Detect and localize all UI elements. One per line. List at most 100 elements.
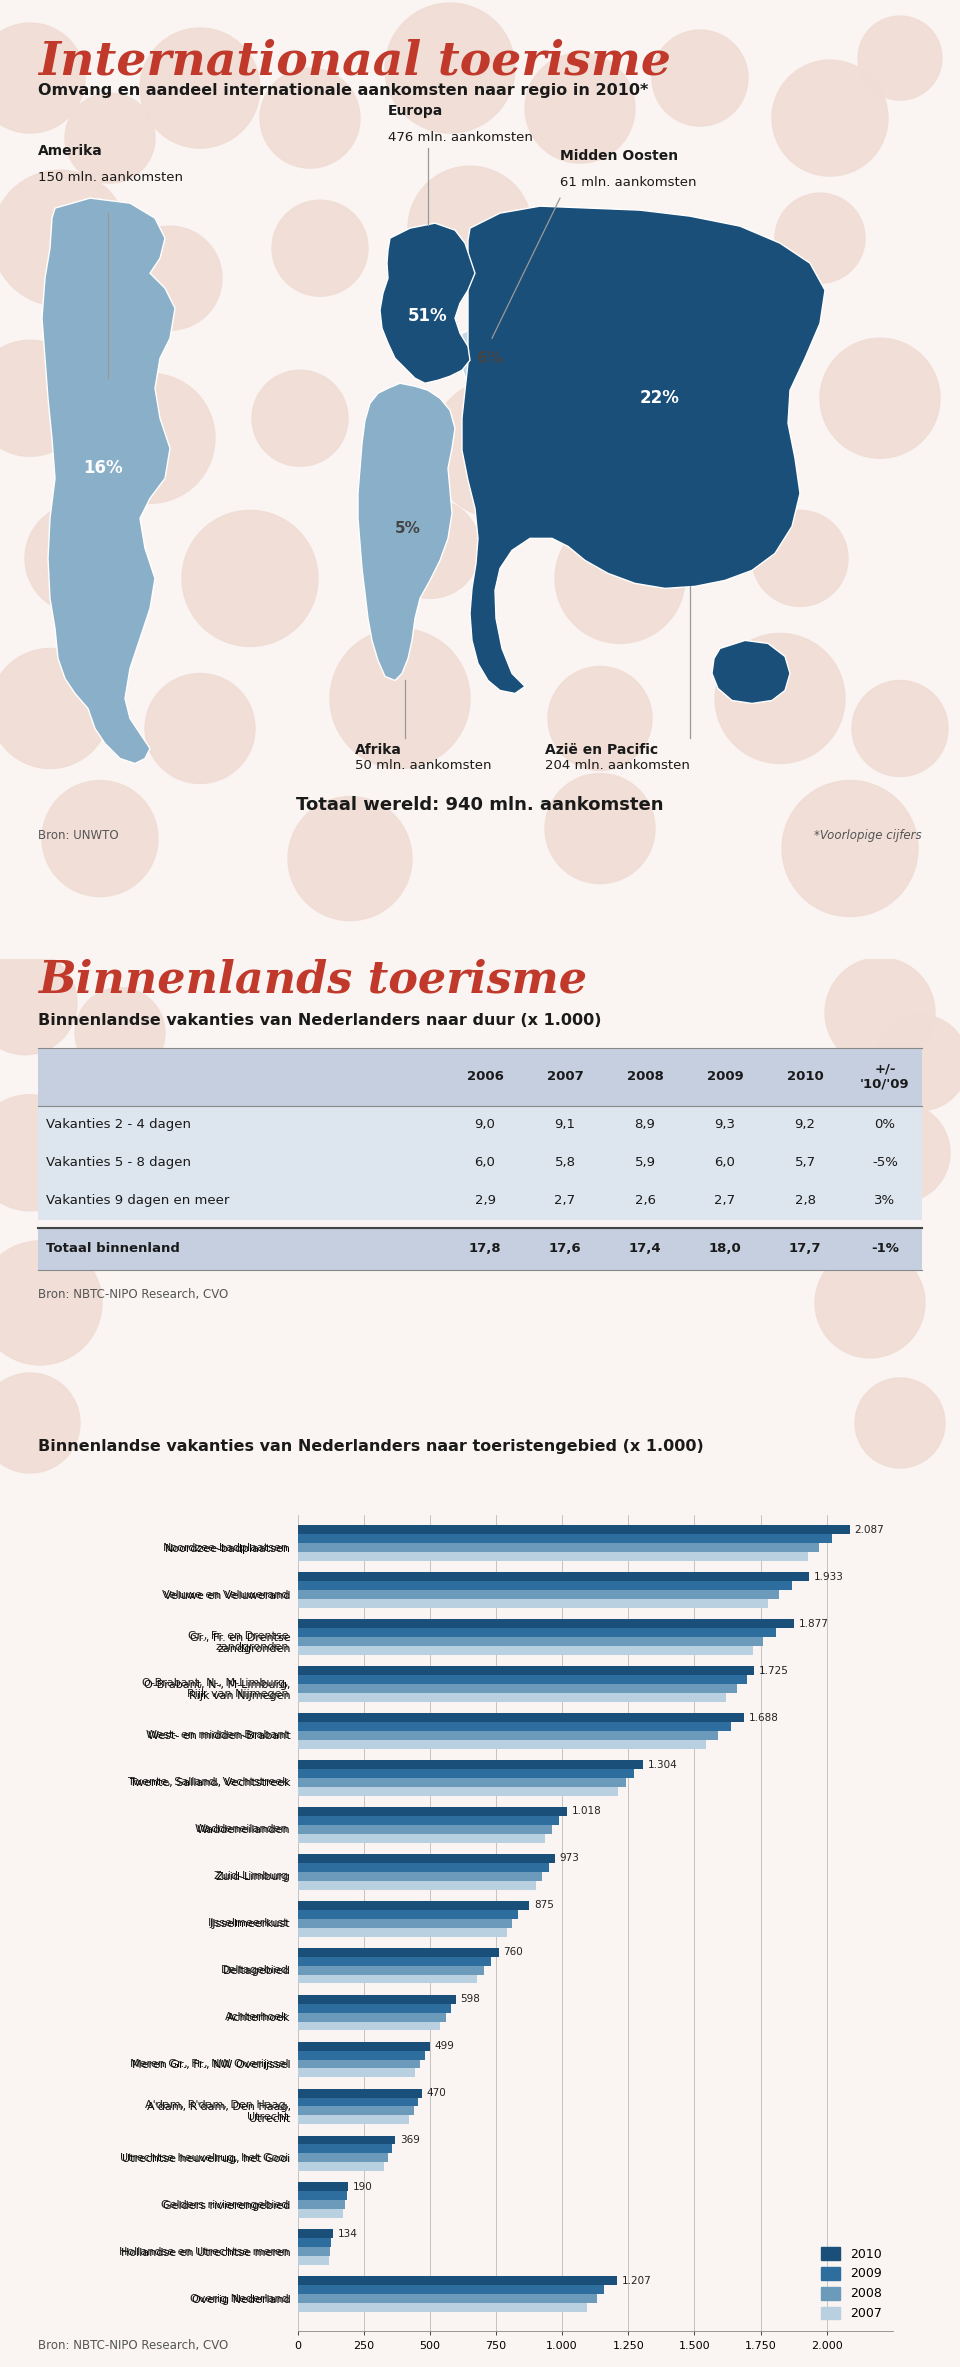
Text: Gr., Fr. en Drentse
zandgronden: Gr., Fr. en Drentse zandgronden	[188, 1631, 289, 1652]
Polygon shape	[42, 199, 175, 765]
Bar	[298, 2088, 422, 2097]
Circle shape	[272, 201, 368, 296]
Circle shape	[0, 1096, 88, 1212]
Bar	[298, 1825, 552, 1834]
Circle shape	[380, 499, 480, 599]
Bar	[298, 1882, 536, 1889]
Bar	[298, 2277, 617, 2284]
Bar	[298, 1920, 512, 1927]
Bar	[298, 1553, 808, 1562]
Circle shape	[118, 227, 222, 331]
Circle shape	[858, 17, 942, 99]
Text: Vakanties 5 - 8 dagen: Vakanties 5 - 8 dagen	[46, 1157, 191, 1169]
Bar	[298, 1927, 507, 1936]
Text: 17,7: 17,7	[789, 1243, 821, 1255]
Circle shape	[145, 675, 255, 783]
Text: 1.207: 1.207	[622, 2275, 652, 2287]
Bar	[298, 1761, 642, 1768]
Bar	[298, 1628, 777, 1638]
Circle shape	[548, 667, 652, 772]
Text: Meren Gr., Fr., NW Overijssel: Meren Gr., Fr., NW Overijssel	[130, 2059, 289, 2069]
Bar	[298, 1534, 832, 1543]
Bar	[298, 2069, 416, 2078]
Bar	[298, 1778, 626, 1787]
Bar	[298, 1619, 794, 1628]
Text: 5,7: 5,7	[795, 1157, 816, 1169]
Circle shape	[595, 213, 705, 324]
Text: 51%: 51%	[408, 308, 447, 324]
Text: Internationaal toerisme: Internationaal toerisme	[38, 38, 671, 83]
Circle shape	[872, 1015, 960, 1110]
Bar	[298, 1872, 542, 1882]
Text: Vakanties 9 dagen en meer: Vakanties 9 dagen en meer	[46, 1195, 229, 1207]
Circle shape	[825, 959, 935, 1068]
Text: Europa: Europa	[388, 104, 444, 118]
Bar	[298, 2135, 396, 2145]
Text: 17,8: 17,8	[468, 1243, 501, 1255]
Bar	[298, 2012, 445, 2021]
Bar	[298, 1853, 555, 1863]
Text: Achterhoek: Achterhoek	[226, 2012, 289, 2021]
Polygon shape	[462, 206, 825, 694]
Text: O-Brabant, N-, M-Limburg,
Rijk van Nijmegen: O-Brabant, N-, M-Limburg, Rijk van Nijme…	[142, 1678, 289, 1700]
Circle shape	[0, 952, 77, 1056]
Bar	[298, 2201, 345, 2208]
Text: 2,6: 2,6	[635, 1195, 656, 1207]
Bar	[298, 1958, 491, 1965]
Text: 1.018: 1.018	[571, 1806, 601, 1815]
Text: 1.877: 1.877	[799, 1619, 828, 1628]
Circle shape	[408, 166, 532, 291]
Bar	[298, 1974, 477, 1984]
Text: 5,9: 5,9	[635, 1157, 656, 1169]
Bar	[298, 1591, 780, 1600]
Text: 2007: 2007	[546, 1070, 584, 1084]
Text: 17,6: 17,6	[549, 1243, 582, 1255]
Text: 16%: 16%	[84, 459, 123, 478]
Circle shape	[252, 369, 348, 466]
Text: 2.087: 2.087	[854, 1524, 884, 1534]
Bar	[298, 1524, 850, 1534]
Text: 204 mln. aankomsten: 204 mln. aankomsten	[545, 757, 690, 772]
Polygon shape	[712, 641, 790, 703]
Bar	[38, 1105, 922, 1143]
Text: Binnenlands toerisme: Binnenlands toerisme	[38, 959, 588, 1001]
Bar	[298, 2192, 347, 2201]
Text: 17,4: 17,4	[629, 1243, 661, 1255]
Text: Midden Oosten: Midden Oosten	[560, 149, 678, 163]
Text: 61 mln. aankomsten: 61 mln. aankomsten	[560, 175, 697, 189]
Bar	[298, 2145, 392, 2154]
Circle shape	[75, 987, 165, 1077]
Text: Amerika: Amerika	[38, 144, 103, 159]
Text: Noordzee-badplaatsen: Noordzee-badplaatsen	[162, 1543, 289, 1553]
Text: 18,0: 18,0	[708, 1243, 741, 1255]
Bar	[298, 1645, 753, 1655]
Circle shape	[555, 514, 685, 644]
Bar	[298, 1581, 792, 1591]
Text: Omvang en aandeel internationale aankomsten naar regio in 2010*: Omvang en aandeel internationale aankoms…	[38, 83, 648, 97]
Circle shape	[140, 28, 260, 149]
Circle shape	[648, 367, 752, 471]
Text: 9,3: 9,3	[714, 1117, 735, 1131]
Bar	[298, 1723, 732, 1730]
Text: 598: 598	[461, 1995, 480, 2005]
Text: 476 mln. aankomsten: 476 mln. aankomsten	[388, 130, 533, 144]
Text: 2,9: 2,9	[474, 1195, 495, 1207]
Text: -5%: -5%	[872, 1157, 898, 1169]
Text: 2009: 2009	[707, 1070, 743, 1084]
Bar	[298, 2116, 409, 2123]
Bar	[298, 1572, 809, 1581]
Text: Twente, Salland, Vechtstreek: Twente, Salland, Vechtstreek	[128, 1778, 289, 1787]
Text: +/-
'10/'09: +/- '10/'09	[860, 1063, 910, 1091]
Text: 2010: 2010	[786, 1070, 824, 1084]
Text: Overig Nederland: Overig Nederland	[190, 2294, 289, 2303]
Bar	[38, 1181, 922, 1219]
Text: 8,9: 8,9	[635, 1117, 656, 1131]
Bar	[298, 2182, 348, 2192]
Text: Zuid-Limburg: Zuid-Limburg	[214, 1872, 289, 1882]
Text: 875: 875	[534, 1901, 554, 1910]
Text: 470: 470	[426, 2088, 446, 2097]
Circle shape	[385, 2, 515, 133]
Circle shape	[430, 379, 570, 518]
Circle shape	[288, 798, 412, 921]
Polygon shape	[460, 329, 515, 386]
